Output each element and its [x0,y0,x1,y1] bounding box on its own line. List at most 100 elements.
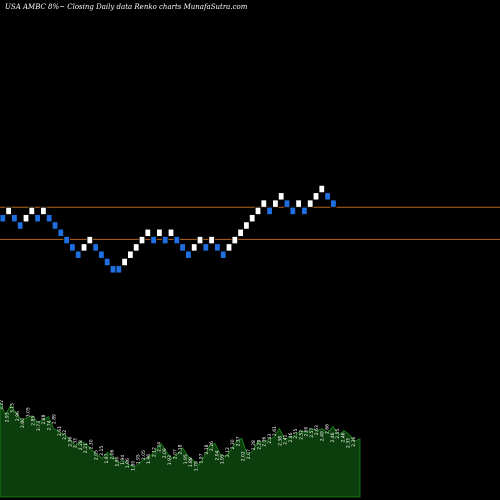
volume-label: 1.93 [167,455,173,465]
volume-label: 1.88 [188,457,194,467]
renko-brick-down [115,265,122,274]
volume-label: 2.26 [209,441,215,451]
renko-brick-up [40,206,47,215]
volume-label: 2.74 [46,420,52,430]
renko-bricks [0,184,337,274]
renko-brick-down [0,214,6,223]
renko-brick-up [196,236,204,245]
volume-label: 2.02 [241,451,247,461]
renko-brick-down [185,250,192,259]
volume-label: 2.80 [20,418,26,428]
volume-label: 2.46 [330,432,336,442]
volume-label: 1.86 [125,458,131,468]
renko-brick-down [69,243,76,252]
renko-brick-up [190,243,198,252]
volume-label: 2.55 [335,429,341,439]
volume-label: 2.12 [225,447,231,457]
volume-label: 2.36 [351,437,357,447]
renko-brick-up [295,199,302,208]
chart-title: USA AMBC 8%~ Closing Daily data Renko ch… [5,3,248,11]
renko-brick-down [161,236,169,245]
renko-brick-down [289,206,296,215]
volume-label: 2.61 [272,426,278,436]
volume-label: 2.36 [67,437,73,447]
volume-label: 2.37 [235,436,241,446]
volume-label: 2.60 [304,426,310,436]
renko-brick-down [104,257,111,267]
renko-brick-up [28,206,35,215]
renko-brick-up [254,206,262,215]
volume-label: 2.05 [141,450,147,460]
renko-brick-down [283,199,291,208]
volume-area [0,401,361,498]
renko-brick-down [46,214,53,223]
volume-label: 2.43 [267,434,273,444]
renko-brick-up [80,243,88,252]
volume-label: 2.52 [299,430,305,440]
volume-label: 2.09 [162,448,168,458]
volume-panel [0,401,361,498]
volume-label: 1.95 [220,454,226,464]
volume-label: 2.15 [99,446,105,456]
renko-brick-down [92,243,99,252]
renko-brick-up [277,192,285,201]
volume-label: 2.07 [246,449,252,459]
renko-brick-down [214,243,221,252]
volume-label: 2.29 [256,440,262,450]
renko-brick-up [167,228,175,237]
renko-brick-up [144,228,151,237]
volume-label: 1.97 [104,453,110,463]
volume-label: 2.89 [52,414,58,424]
renko-brick-up [306,199,314,208]
renko-brick-up [22,214,30,223]
renko-brick-up [225,243,233,252]
volume-label: 2.46 [288,432,294,442]
renko-brick-up [312,192,320,201]
volume-label: 2.06 [109,449,115,459]
volume-label: 2.38 [277,436,283,446]
renko-brick-up [138,236,146,245]
volume-label: 2.18 [178,444,184,454]
volume-label: 2.30 [230,439,236,449]
volume-label: 3.15 [10,403,16,413]
renko-brick-up [5,206,12,215]
volume-label: 1.80 [130,461,136,471]
renko-brick-up [86,236,93,245]
renko-brick-down [109,265,117,274]
renko-brick-up [318,184,325,194]
renko-brick-down [173,236,180,245]
renko-brick-down [11,214,18,223]
volume-label: 1.79 [193,461,199,471]
renko-brick-down [324,192,331,201]
volume-label: 2.63 [314,425,320,435]
renko-brick-up [272,199,279,208]
renko-brick-down [98,250,105,259]
volume-label: 2.49 [320,431,326,441]
renko-brick-up [127,250,134,259]
volume-label: 2.12 [151,447,157,457]
renko-brick-down [330,199,337,208]
renko-brick-down [63,236,70,245]
volume-label: 2.24 [157,442,163,452]
volume-label: 2.57 [309,428,315,438]
renko-brick-down [16,221,24,230]
renko-brick-up [231,236,238,245]
renko-brick-down [202,243,209,252]
volume-label: 2.18 [204,444,210,454]
volume-label: 1.97 [199,453,205,463]
renko-brick-down [266,206,273,215]
volume-label: 2.28 [251,440,257,450]
volume-label: 2.41 [283,435,289,445]
volume-label: 2.66 [325,424,331,434]
volume-label: 2.33 [346,438,352,448]
volume-label: 2.04 [214,450,220,460]
volume-label: 2.73 [36,421,42,431]
volume-label: 2.07 [172,449,178,459]
renko-brick-up [237,228,244,237]
renko-brick-down [34,214,41,223]
renko-brick-down [179,243,186,252]
renko-brick-up [208,236,215,245]
volume-label: 1.96 [146,454,152,464]
volume-label: 1.95 [183,454,189,464]
volume-label: 2.88 [41,414,47,424]
